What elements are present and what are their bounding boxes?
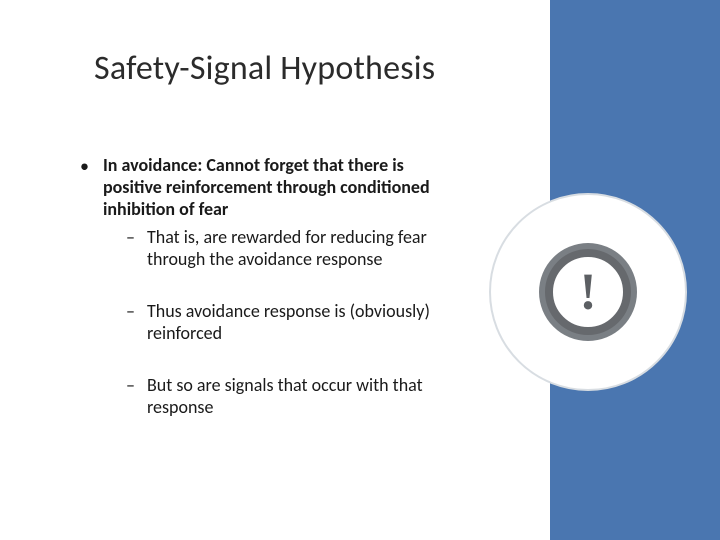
bullet-l2c-text: But so are signals that occur with that … xyxy=(147,374,486,418)
bullet-dash-icon: – xyxy=(126,300,135,322)
bullet-level2: – Thus avoidance response is (obviously)… xyxy=(126,300,460,344)
bullet-level2: – But so are signals that occur with tha… xyxy=(126,374,486,418)
bullet-dash-icon: – xyxy=(126,226,135,248)
badge-ring-circle: ! xyxy=(545,249,631,335)
bullet-l2a-text: That is, are rewarded for reducing fear … xyxy=(147,226,460,270)
bullet-dot-icon: • xyxy=(80,155,89,177)
bullet-level1: • In avoidance: Cannot forget that there… xyxy=(80,154,460,220)
slide-body: • In avoidance: Cannot forget that there… xyxy=(80,154,460,446)
alert-badge: ! xyxy=(478,182,698,402)
exclamation-icon: ! xyxy=(579,263,596,322)
bullet-dash-icon: – xyxy=(126,374,135,396)
bullet-l2b-text: Thus avoidance response is (obviously) r… xyxy=(147,300,460,344)
slide-title: Safety-Signal Hypothesis xyxy=(94,48,435,89)
bullet-level2: – That is, are rewarded for reducing fea… xyxy=(126,226,460,270)
bullet-l1-text: In avoidance: Cannot forget that there i… xyxy=(103,154,460,220)
